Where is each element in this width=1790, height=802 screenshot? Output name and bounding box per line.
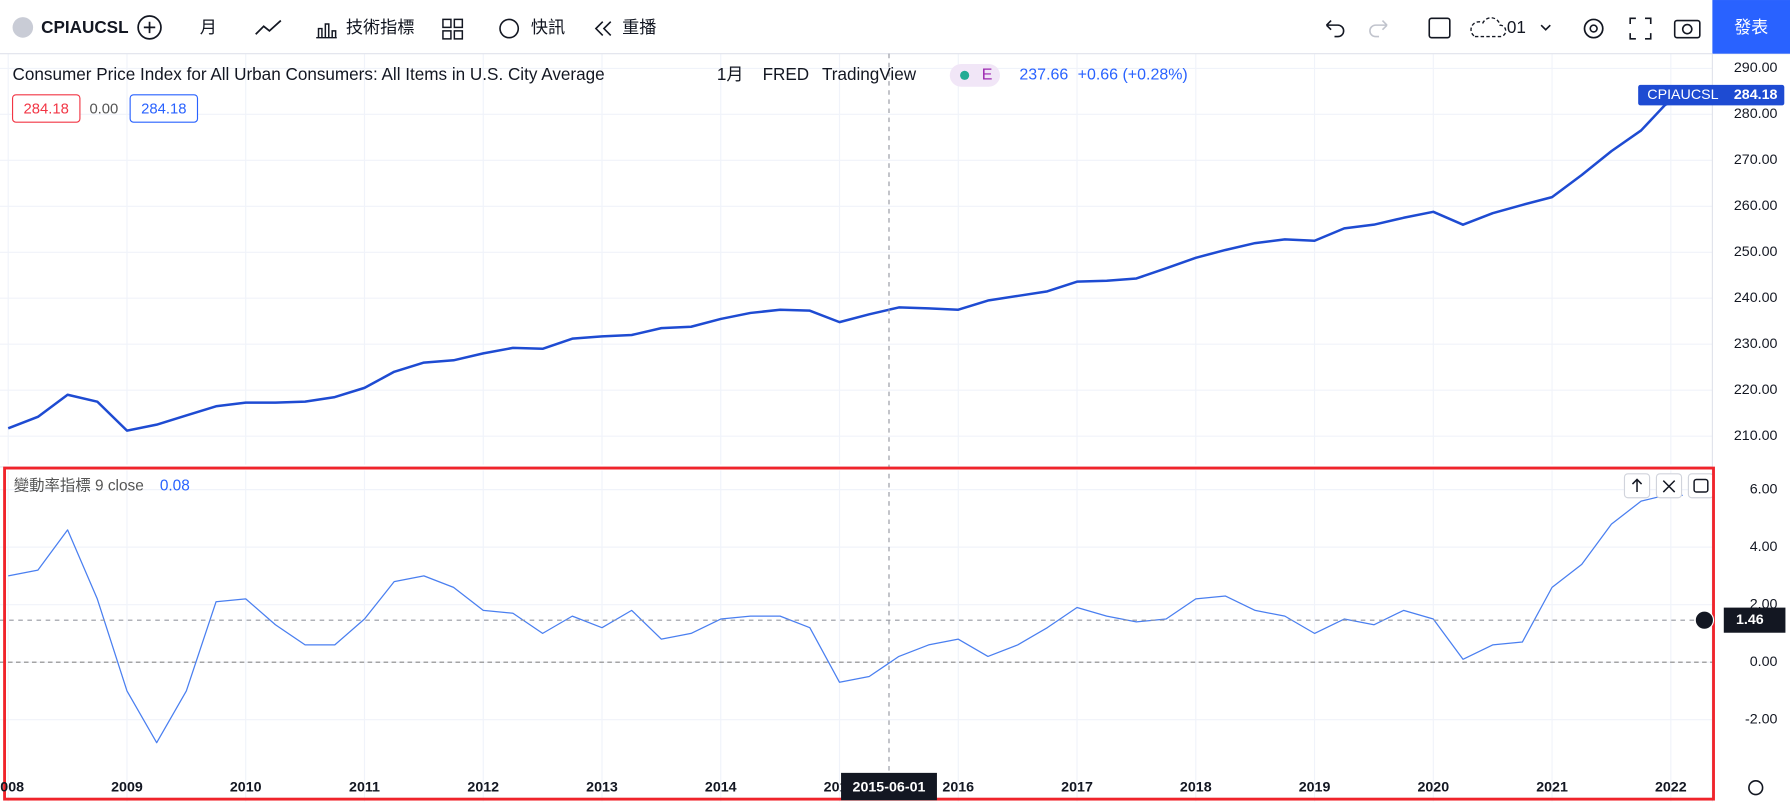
legend-interval: 1月	[717, 65, 744, 84]
axis-settings[interactable]	[1748, 780, 1764, 796]
badge-bg	[949, 63, 1001, 87]
x-tick-label: 2019	[1299, 779, 1331, 795]
crosshair-add	[1694, 610, 1715, 630]
series-tag-name: CPIAUCSL	[1647, 87, 1718, 103]
legend: Consumer Price Index for All Urban Consu…	[11, 63, 1764, 796]
x-tick-label: 2008	[0, 779, 24, 795]
replay[interactable]: 重播	[622, 18, 656, 37]
line-series	[8, 494, 1683, 744]
y-tick-label: 260.00	[1734, 198, 1778, 214]
x-tick-label: 2012	[467, 779, 499, 795]
indicators-icon	[316, 23, 337, 39]
publish-button[interactable]	[1712, 0, 1790, 54]
y-tick-label: 290.00	[1734, 60, 1778, 76]
badge[interactable]: E	[982, 67, 993, 84]
indicators[interactable]: 技術指標	[346, 18, 414, 37]
remove-icon	[1662, 480, 1676, 493]
x-tick-label: 2014	[705, 779, 737, 795]
y-tick-label: 4.00	[1750, 539, 1778, 555]
publish: 發表	[1734, 18, 1768, 37]
y-tick-label: 270.00	[1734, 152, 1778, 168]
replay-icon	[594, 21, 612, 36]
layout-cloud[interactable]	[1470, 17, 1507, 38]
toolbar: CPIAUCSL 月 技術指標 快訊 重播 01 發表	[0, 0, 1790, 55]
symbol-icon	[12, 17, 34, 38]
settings[interactable]	[1583, 18, 1604, 39]
series-title: Consumer Price Index for All Urban Consu…	[13, 65, 605, 84]
settings-core	[1589, 24, 1598, 33]
crosshair-date: 2015-06-01	[853, 779, 926, 795]
ask: 284.18	[141, 102, 186, 118]
alerts-icon	[499, 18, 520, 39]
ask-box	[129, 94, 199, 123]
x-tick-label: 2017	[1061, 779, 1093, 795]
bid: 284.18	[24, 102, 69, 118]
indicator-value: 0.08	[160, 477, 190, 494]
market-status	[960, 70, 970, 80]
x-tick-label: 2010	[230, 779, 262, 795]
maximize[interactable]	[1687, 473, 1715, 499]
snapshot-lens	[1681, 23, 1693, 35]
grid	[0, 53, 1713, 802]
y-tick-label: 6.00	[1750, 481, 1778, 497]
legend-provider: TradingView	[822, 65, 917, 84]
crosshair-value-bg	[1723, 607, 1786, 633]
symbol[interactable]: CPIAUCSL	[41, 18, 128, 37]
legend-price: 237.66	[1019, 67, 1068, 84]
undo[interactable]	[1325, 20, 1345, 38]
bid-box	[11, 94, 81, 123]
legend-source: FRED	[763, 65, 810, 84]
last-value-label: 284.18	[1734, 87, 1778, 103]
redo[interactable]	[1369, 20, 1388, 38]
x-tick-label: 2013	[586, 779, 618, 795]
plot	[0, 53, 1713, 775]
x-tick-label: 2016	[942, 779, 974, 795]
x-tick-label: 2011	[349, 779, 380, 795]
y-tick-label: 230.00	[1734, 336, 1778, 352]
last-value-tag	[1638, 84, 1785, 106]
interval[interactable]: 月	[200, 18, 217, 37]
add-icon	[143, 21, 156, 34]
x-tick-label: 2020	[1417, 779, 1449, 795]
layout-menu[interactable]	[1540, 24, 1551, 31]
indicator-title: 變動率指標 9 close	[14, 476, 144, 494]
fullscreen[interactable]	[1629, 17, 1652, 40]
templates[interactable]	[442, 18, 464, 40]
y-tick-label: 0.00	[1750, 654, 1778, 670]
y-tick-label: 280.00	[1734, 106, 1778, 122]
x-tick-label: 2018	[1180, 779, 1212, 795]
move-up-icon	[1631, 478, 1643, 493]
chart-type[interactable]	[255, 19, 282, 35]
line-series	[7, 94, 1684, 432]
y-tick-label: 220.00	[1734, 382, 1778, 398]
layout-single[interactable]	[1428, 17, 1451, 39]
y-tick-label: 240.00	[1734, 290, 1778, 306]
layout-name[interactable]: 01	[1507, 18, 1526, 37]
crosshair-date-bg	[841, 772, 937, 801]
snapshot[interactable]	[1673, 19, 1701, 39]
spread: 0.00	[89, 102, 118, 118]
alerts[interactable]: 快訊	[531, 18, 565, 37]
y-tick-label: 250.00	[1734, 244, 1778, 260]
y-tick-label: -2.00	[1745, 711, 1778, 727]
x-tick-label: 2021	[1536, 779, 1568, 795]
x-tick-label: 2022	[1655, 779, 1687, 795]
add-symbol[interactable]	[137, 15, 162, 40]
legend-change: +0.66 (+0.28%)	[1078, 67, 1188, 84]
x-tick-label: 2009	[111, 779, 143, 795]
y-tick-label: 210.00	[1734, 428, 1778, 444]
crosshair-value: 1.46	[1736, 612, 1764, 628]
maximize-icon	[1693, 478, 1709, 493]
